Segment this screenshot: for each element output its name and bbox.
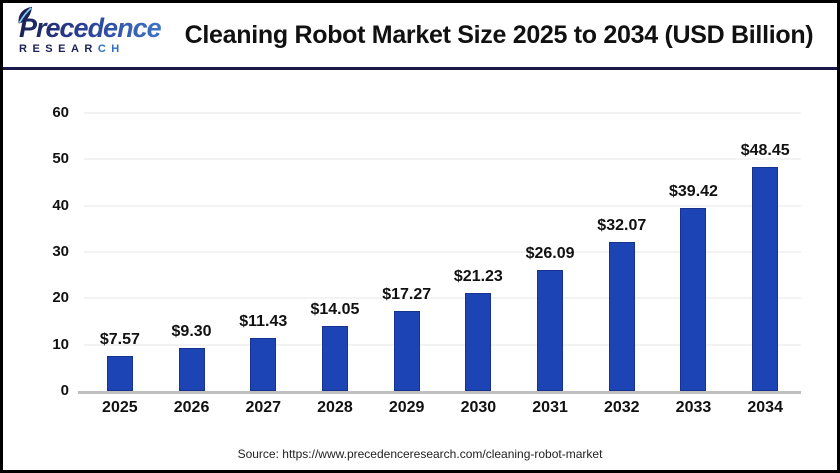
bar-column: $14.05 xyxy=(299,113,371,391)
y-axis-tick-label: 10 xyxy=(52,335,69,353)
gridline xyxy=(84,251,801,253)
gridline xyxy=(84,158,801,161)
logo-subtitle: RESEARCH xyxy=(19,44,173,55)
x-axis-label: 2026 xyxy=(173,399,210,416)
bar-column: $11.43 xyxy=(227,113,299,391)
chart-title: Cleaning Robot Market Size 2025 to 2034 … xyxy=(184,20,814,49)
x-axis-label: 2034 xyxy=(747,399,783,416)
y-axis-tick-label: 50 xyxy=(52,150,69,168)
bars-row: $7.57 $9.30 $11.43 $14.05 $17.27 $21.23 $26.09… xyxy=(84,113,801,391)
bar xyxy=(106,355,133,391)
y-axis-tick-label: 40 xyxy=(52,196,69,214)
x-axis-label: 2033 xyxy=(675,399,712,416)
source-text: Source: https://www.precedenceresearch.c… xyxy=(237,447,603,461)
bar-value-label: $32.07 xyxy=(597,217,647,235)
logo-name: Precedence xyxy=(19,13,162,43)
bar-value-label: $17.27 xyxy=(382,285,432,303)
bar-column: $7.57 xyxy=(84,113,156,391)
bar xyxy=(752,166,779,391)
bar-value-label: $39.42 xyxy=(669,183,718,201)
bar xyxy=(178,347,205,391)
bar-value-label: $26.09 xyxy=(525,245,575,263)
bar xyxy=(250,338,277,391)
logo-subtitle-accent: CH xyxy=(97,43,125,55)
y-axis-tick-label: 20 xyxy=(52,289,69,307)
bar xyxy=(321,325,348,391)
bar-column: $39.42 xyxy=(658,113,730,391)
header: Precedence RESEARCH Cleaning Robot Marke… xyxy=(3,3,837,70)
bar-value-label: $14.05 xyxy=(310,300,360,318)
bar-column: $9.30 xyxy=(156,113,228,391)
x-axis-label: 2029 xyxy=(388,399,425,416)
bar xyxy=(393,310,420,391)
bar xyxy=(680,208,707,391)
x-axis-label: 2027 xyxy=(245,399,282,416)
x-axis-line xyxy=(78,391,801,394)
y-axis-tick-label: 0 xyxy=(60,382,69,399)
bar-value-label: $9.30 xyxy=(171,322,212,340)
chart-plot: 0 10 20 30 40 50 60 $7.57 $9.30 $11.43 $14.05 $17.… xyxy=(6,76,834,467)
y-axis-tick-label: 60 xyxy=(52,104,69,121)
x-axis-labels: 2025 2026 2027 2028 2029 2030 2031 2032 2033 2034 xyxy=(84,399,801,417)
bar-column: $32.07 xyxy=(586,113,658,391)
leaf-icon xyxy=(18,6,32,24)
bar-value-label: $11.43 xyxy=(239,313,288,331)
title-wrap: Cleaning Robot Market Size 2025 to 2034 … xyxy=(173,21,837,50)
bar-column: $21.23 xyxy=(443,113,515,391)
bar-value-label: $48.45 xyxy=(740,141,790,159)
x-axis-label: 2030 xyxy=(460,399,497,416)
gridline xyxy=(84,204,801,207)
bar-value-label: $21.23 xyxy=(453,267,503,285)
bar xyxy=(608,242,635,391)
bar xyxy=(537,270,564,391)
precedence-research-logo: Precedence RESEARCH xyxy=(3,6,173,55)
bar-column: $48.45 xyxy=(729,113,801,391)
bar-value-label: $7.57 xyxy=(99,330,140,348)
gridline xyxy=(84,297,801,300)
x-axis-label: 2031 xyxy=(532,399,568,416)
bar-column: $17.27 xyxy=(371,113,443,391)
bar xyxy=(465,292,492,391)
gridline xyxy=(84,343,801,346)
logo-subtitle-main: RESEAR xyxy=(19,43,98,55)
x-axis-label: 2028 xyxy=(317,399,353,416)
gridline xyxy=(84,112,801,114)
x-axis-label: 2025 xyxy=(102,399,138,416)
x-axis-label: 2032 xyxy=(603,399,640,416)
y-axis-tick-label: 30 xyxy=(52,243,69,260)
bar-column: $26.09 xyxy=(514,113,586,391)
